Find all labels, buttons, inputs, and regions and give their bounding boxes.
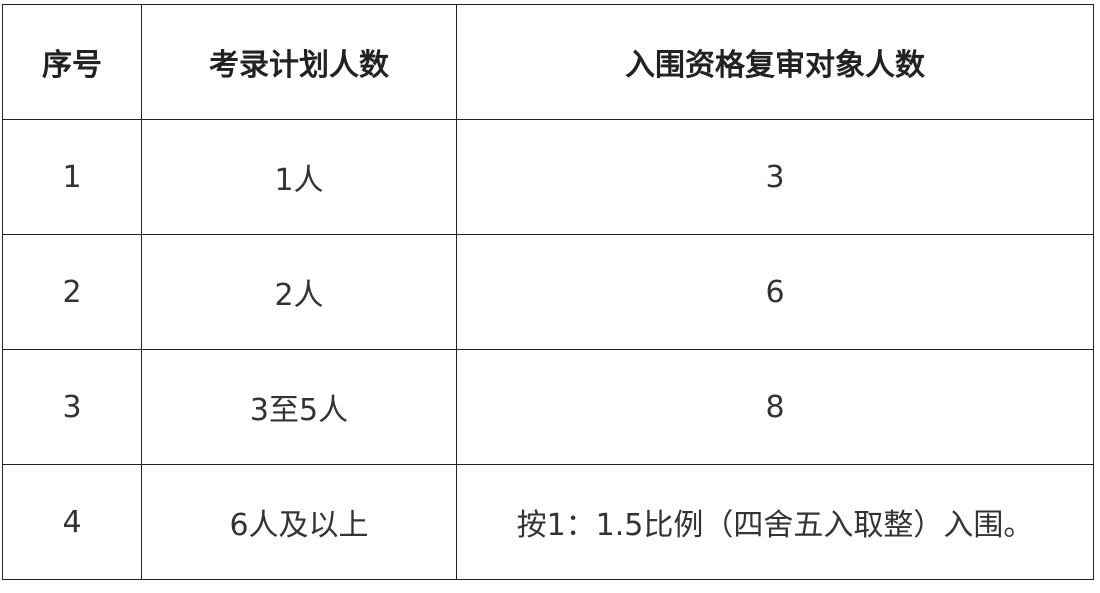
header-review-count: 入围资格复审对象人数 — [456, 4, 1094, 120]
cell-index: 1 — [2, 119, 142, 235]
table-row: 4 6人及以上 按1：1.5比例（四舍五入取整）入围。 — [2, 464, 1094, 580]
header-index: 序号 — [2, 4, 142, 120]
cell-index: 2 — [2, 234, 142, 350]
table-row: 2 2人 6 — [2, 234, 1094, 350]
cell-review-count: 6 — [456, 234, 1094, 350]
cell-review-count: 3 — [456, 119, 1094, 235]
cell-review-count: 8 — [456, 349, 1094, 465]
quota-table: 序号 考录计划人数 入围资格复审对象人数 1 1人 3 2 2人 6 3 3至5… — [2, 4, 1094, 580]
header-plan-count: 考录计划人数 — [141, 4, 457, 120]
table-row: 1 1人 3 — [2, 119, 1094, 235]
cell-plan-count: 3至5人 — [141, 349, 457, 465]
table-row: 3 3至5人 8 — [2, 349, 1094, 465]
cell-review-count: 按1：1.5比例（四舍五入取整）入围。 — [456, 464, 1094, 580]
cell-plan-count: 1人 — [141, 119, 457, 235]
cell-plan-count: 2人 — [141, 234, 457, 350]
cell-index: 4 — [2, 464, 142, 580]
header-row: 序号 考录计划人数 入围资格复审对象人数 — [2, 4, 1094, 120]
cell-index: 3 — [2, 349, 142, 465]
cell-plan-count: 6人及以上 — [141, 464, 457, 580]
